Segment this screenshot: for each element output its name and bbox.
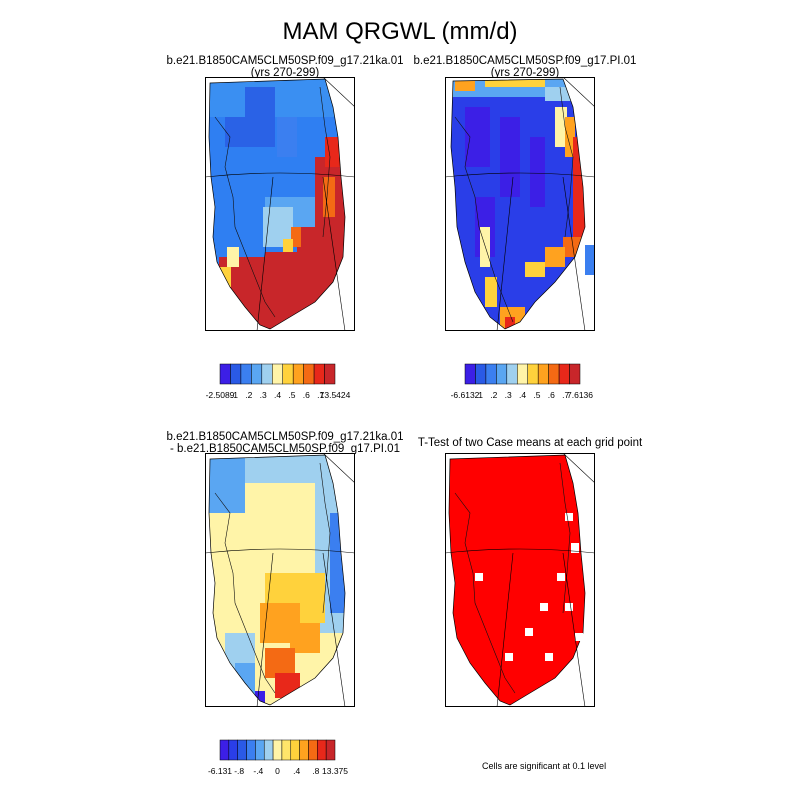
colorbar-tick-label: .6 xyxy=(548,390,555,400)
colorbar-tick-label: .2 xyxy=(245,390,252,400)
colorbar-tick-label: .7 xyxy=(317,390,324,400)
colorbar-tick-label: .4 xyxy=(519,390,526,400)
colorbar-tick-label: .8 xyxy=(312,766,319,776)
colorbar-swatch xyxy=(475,363,487,385)
colorbar-tick-label: .3 xyxy=(260,390,267,400)
figure-title: MAM QRGWL (mm/d) xyxy=(282,18,518,45)
colorbar-swatch xyxy=(558,363,570,385)
colorbar-tick-label: .6 xyxy=(303,390,310,400)
colorbar-tick-label: -6.6132 xyxy=(451,390,480,400)
panel3-title-line1: b.e21.B1850CAM5CLM50SP.f09_g17.21ka.01 xyxy=(166,431,404,443)
colorbar-swatch xyxy=(272,739,283,761)
colorbar-swatch xyxy=(219,739,230,761)
map-panel-difference xyxy=(205,453,355,707)
colorbar-pi: -6.6132.1 .2 .3 .4 .5 .6 .77.6136 xyxy=(451,363,593,400)
panel2-title-line1: b.e21.B1850CAM5CLM50SP.f09_g17.PI.01 xyxy=(413,55,637,67)
colorbar-swatch xyxy=(230,363,242,385)
colorbar-swatch xyxy=(272,363,283,385)
colorbar-swatch xyxy=(313,363,325,385)
panel1-title-line1: b.e21.B1850CAM5CLM50SP.f09_g17.21ka.01 xyxy=(166,55,404,67)
colorbar-swatch xyxy=(506,363,518,385)
colorbar-tick-label: -.8 xyxy=(234,766,244,776)
colorbar-swatch xyxy=(496,363,508,385)
colorbar-swatch xyxy=(251,363,263,385)
colorbar-swatch xyxy=(324,363,336,385)
colorbar-swatch xyxy=(537,363,549,385)
significance-note: Cells are significant at 0.1 level xyxy=(482,761,607,771)
colorbar-tick-label: 13.5424 xyxy=(320,390,351,400)
panel1-title: b.e21.B1850CAM5CLM50SP.f09_g17.21ka.01 (… xyxy=(140,55,430,79)
colorbar-tick-label: -2.5089 xyxy=(206,390,235,400)
colorbar-swatch xyxy=(317,739,327,761)
colorbar-swatch xyxy=(517,363,528,385)
colorbar-swatch xyxy=(219,363,231,385)
panel2-title-line2: (yrs 270-299) xyxy=(490,67,560,79)
colorbar-tick-label: 7.6136 xyxy=(567,390,593,400)
colorbar-tick-label: .7 xyxy=(562,390,569,400)
colorbar-tick-label: 0 xyxy=(275,766,280,776)
colorbar-tick-label: .3 xyxy=(505,390,512,400)
colorbar-swatch xyxy=(303,363,315,385)
colorbar-swatch xyxy=(261,363,273,385)
panel4-title-line1: T-Test of two Case means at each grid po… xyxy=(417,437,643,449)
colorbar-swatch xyxy=(292,363,304,385)
colorbar-tick-label: -.4 xyxy=(253,766,263,776)
colorbar-swatch xyxy=(282,363,294,385)
panel4-title: T-Test of two Case means at each grid po… xyxy=(385,437,675,449)
colorbar-swatch xyxy=(255,739,265,761)
colorbar-tick-label: .2 xyxy=(490,390,497,400)
colorbar-difference: -6.131 -.8 -.4 0 .4 .8 13.375 xyxy=(208,739,348,776)
colorbar-swatch xyxy=(308,739,318,761)
colorbar-swatch xyxy=(485,363,497,385)
colorbar-swatch xyxy=(299,739,309,761)
colorbar-tick-label: .5 xyxy=(288,390,295,400)
colorbar-swatch xyxy=(290,739,300,761)
colorbar-swatch xyxy=(263,739,274,761)
panel3-title: b.e21.B1850CAM5CLM50SP.f09_g17.21ka.01 -… xyxy=(135,431,435,455)
colorbar-swatch xyxy=(228,739,238,761)
colorbar-tick-label: 13.375 xyxy=(322,766,348,776)
colorbar-tick-label: -6.131 xyxy=(208,766,232,776)
map-panel-21ka xyxy=(205,77,355,331)
colorbar-tick-label: .1 xyxy=(231,390,238,400)
colorbar-swatch xyxy=(569,363,581,385)
colorbar-swatch xyxy=(527,363,539,385)
colorbar-tick-label: .1 xyxy=(476,390,483,400)
colorbar-swatch xyxy=(464,363,476,385)
colorbar-swatch xyxy=(240,363,252,385)
panel1-title-line2: (yrs 270-299) xyxy=(250,67,320,79)
colorbar-swatch xyxy=(548,363,560,385)
colorbar-tick-label: .4 xyxy=(293,766,300,776)
colorbar-tick-label: .4 xyxy=(274,390,281,400)
colorbar-swatch xyxy=(237,739,247,761)
map-panel-pi xyxy=(445,77,595,331)
colorbar-swatch xyxy=(325,739,336,761)
colorbar-swatch xyxy=(246,739,256,761)
panel2-title: b.e21.B1850CAM5CLM50SP.f09_g17.PI.01 (yr… xyxy=(380,55,670,79)
colorbar-swatch xyxy=(281,739,292,761)
map-panel-ttest xyxy=(445,453,595,707)
colorbar-21ka: -2.5089.1 .2 .3 .4 .5 .6 .713.5424 xyxy=(206,363,351,400)
panel3-title-line2: - b.e21.B1850CAM5CLM50SP.f09_g17.PI.01 xyxy=(170,443,400,455)
colorbar-tick-label: .5 xyxy=(533,390,540,400)
